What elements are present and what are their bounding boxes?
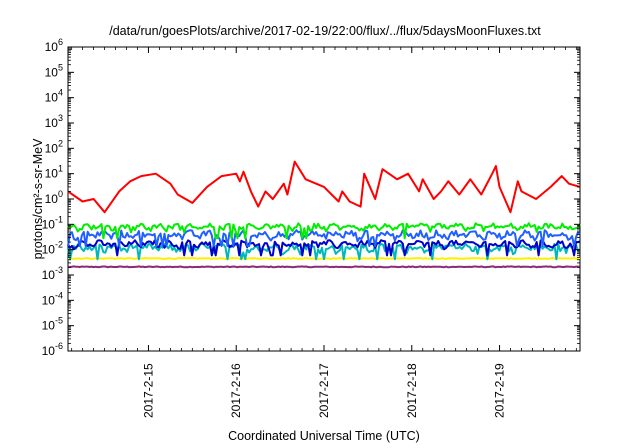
series-layer — [67, 160, 581, 269]
x-tick-label: 2017-2-15 — [141, 363, 155, 418]
series-line-3 — [67, 239, 581, 257]
x-tick-label: 2017-2-18 — [405, 363, 419, 418]
series-line-1 — [67, 222, 581, 240]
x-axis-title: Coordinated Universal Time (UTC) — [228, 429, 420, 443]
series-line-6 — [67, 265, 580, 269]
y-tick-layer: 10-610-510-410-310-210-11001011021031041… — [42, 37, 580, 358]
y-tick-label: 10-5 — [42, 316, 63, 333]
x-tick-layer: 2017-2-15 2017-2-16 2017-2-17 2017-2-18 2017… — [71, 47, 577, 418]
y-tick-label: 102 — [45, 138, 63, 155]
y-tick-label: 104 — [45, 88, 63, 105]
y-axis-title: protons/cm²-s-sr-MeV — [31, 138, 45, 260]
x-tick-label: 2017-2-17 — [317, 363, 331, 418]
y-tick-label: 10-3 — [42, 265, 63, 282]
series-line-2 — [67, 229, 581, 247]
y-tick-label: 100 — [45, 189, 63, 206]
chart-title: /data/run/goesPlots/archive/2017-02-19/2… — [109, 24, 541, 38]
y-tick-label: 103 — [45, 113, 63, 130]
y-tick-label: 101 — [45, 164, 63, 181]
x-tick-label: 2017-2-16 — [229, 363, 243, 418]
plot-frame — [67, 46, 581, 352]
series-line-0 — [67, 160, 581, 214]
y-tick-label: 10-6 — [42, 341, 63, 358]
y-tick-label: 105 — [45, 62, 63, 79]
y-tick-label: 10-4 — [42, 290, 63, 307]
y-tick-label: 106 — [45, 37, 63, 54]
x-tick-label: 2017-2-19 — [493, 363, 507, 418]
series-line-4 — [67, 242, 581, 261]
